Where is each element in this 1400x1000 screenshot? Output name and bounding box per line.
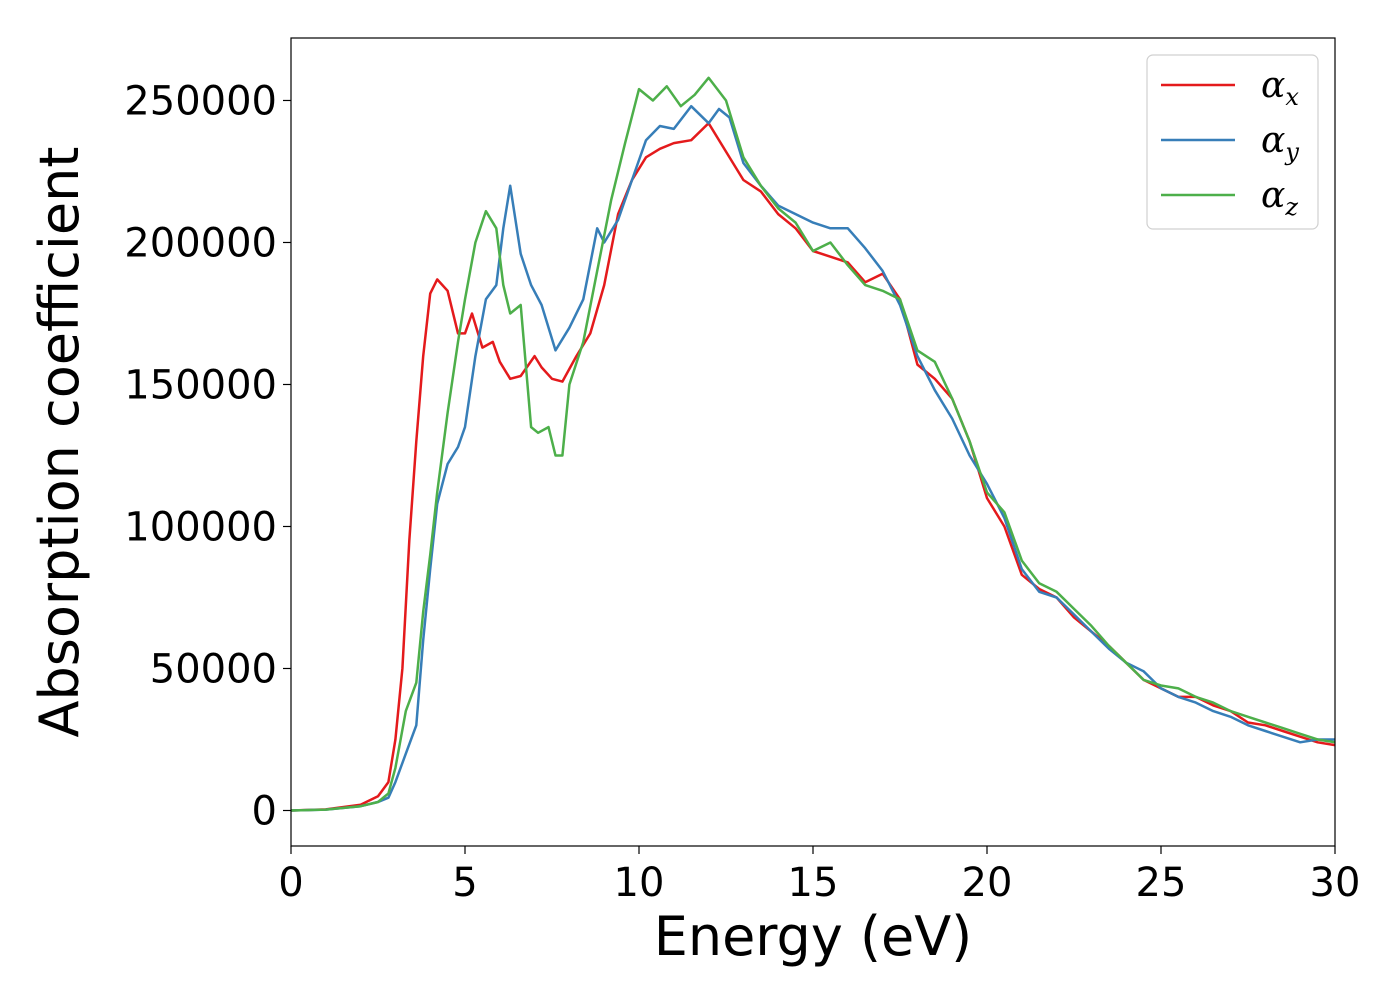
legend-box	[1146, 54, 1319, 230]
series-line-alpha-z	[291, 76, 1335, 812]
x-tick-label: 25	[1136, 860, 1187, 906]
y-tick-label: 200000	[124, 220, 277, 266]
y-tick-label: 0	[252, 788, 277, 834]
legend-label-symbol: α	[1261, 120, 1285, 161]
y-tick-label: 50000	[150, 646, 277, 692]
legend-label-subscript: x	[1285, 83, 1299, 111]
x-axis-title: Energy (eV)	[654, 905, 973, 968]
legend-label-alpha-y: αy	[1261, 120, 1299, 166]
series-line-alpha-y	[291, 104, 1335, 812]
legend-label-subscript: z	[1284, 193, 1298, 221]
x-tick-label: 0	[278, 860, 303, 906]
x-tick-label: 20	[962, 860, 1013, 906]
x-tick-label: 30	[1310, 860, 1361, 906]
legend-label-alpha-x: αx	[1261, 65, 1299, 111]
x-tick-label: 5	[452, 860, 477, 906]
series-lines	[291, 76, 1335, 812]
legend-label-subscript: y	[1284, 138, 1299, 166]
y-tick-label: 100000	[124, 504, 277, 550]
legend-label-symbol: α	[1261, 175, 1285, 216]
x-tick-label: 10	[614, 860, 665, 906]
legend-label-alpha-z: αz	[1261, 175, 1298, 221]
y-axis-ticks: 0 50000 100000 150000 200000 250000	[124, 78, 291, 834]
x-axis-ticks: 0 5 10 15 20 25 30	[278, 846, 1360, 906]
y-tick-label: 150000	[124, 362, 277, 408]
y-axis-title: Absorption coefficient	[28, 147, 91, 738]
legend-label-symbol: α	[1261, 65, 1285, 106]
y-tick-label: 250000	[124, 78, 277, 124]
x-tick-label: 15	[788, 860, 839, 906]
